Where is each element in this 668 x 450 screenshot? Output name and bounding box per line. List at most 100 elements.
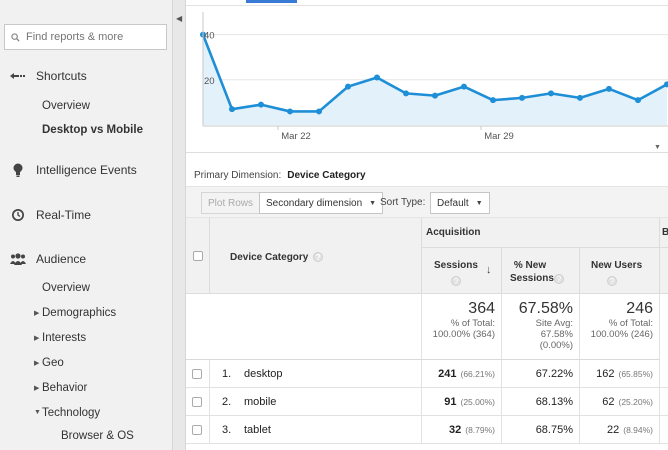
primary-dimension-value[interactable]: Device Category <box>287 170 366 181</box>
nav-intelligence-events[interactable]: Intelligence Events <box>0 160 172 180</box>
row-new-users-pct: (65.85%) <box>618 369 654 379</box>
new-users-header-label: New Users <box>591 260 643 271</box>
table-row[interactable]: 1. desktop 241 (66.21%) 67.22% 162 (65.85%… <box>186 360 668 388</box>
nav-real-time[interactable]: Real-Time <box>0 205 172 225</box>
audience-section: Audience Overview ▶ Demographics ▶ Interes… <box>0 249 172 447</box>
chevron-down-icon[interactable]: ▼ <box>654 144 661 151</box>
select-all-checkbox[interactable] <box>193 251 203 261</box>
new-users-total-line2: 100.00% (246) <box>590 329 653 340</box>
search-icon <box>11 32 20 42</box>
nav-shortcuts-overview[interactable]: Overview <box>42 100 90 112</box>
dimension-header-label: Device Category <box>230 252 309 263</box>
plot-rows-button[interactable]: Plot Rows <box>201 192 261 214</box>
nav-interests[interactable]: ▶ Interests <box>0 325 172 350</box>
sessions-header-label: Sessions <box>434 260 478 271</box>
row-sessions: 91 <box>444 396 457 408</box>
secondary-dimension-dropdown[interactable]: Secondary dimension ▼ <box>259 192 384 214</box>
sessions-total-value: 364 <box>468 300 495 317</box>
chevron-left-icon: ◀ <box>176 14 183 23</box>
row-device-link[interactable]: tablet <box>244 424 271 436</box>
table-row[interactable]: 3. tablet 32 (8.79%) 68.75% 22 (8.94%) <box>186 416 668 444</box>
nav-audience-overview[interactable]: Overview <box>42 281 90 294</box>
sidebar: Shortcuts Overview Desktop vs Mobile Int… <box>0 0 172 450</box>
sidebar-collapse-handle[interactable]: ◀ <box>172 0 186 450</box>
caret-down-icon: ▼ <box>369 199 377 207</box>
nav-geo-label: Geo <box>42 356 64 369</box>
row-checkbox[interactable] <box>192 369 202 379</box>
nav-technology[interactable]: ▼ Technology <box>0 400 172 425</box>
caret-down-icon: ▼ <box>475 199 483 207</box>
expand-icon: ▶ <box>34 334 40 342</box>
data-point <box>606 85 612 92</box>
row-new-users: 162 <box>596 368 615 380</box>
row-sessions-pct: (66.21%) <box>460 369 496 379</box>
primary-dimension: Primary Dimension: Device Category <box>194 170 366 181</box>
arrow-down-icon[interactable]: ↓ <box>486 264 492 276</box>
data-point <box>403 90 409 97</box>
row-sessions: 32 <box>448 424 462 436</box>
data-point <box>374 74 380 81</box>
totals-label-cell <box>186 294 422 360</box>
data-point <box>316 108 322 115</box>
dimension-header[interactable]: Device Category? <box>210 218 422 294</box>
y-tick-label: 20 <box>204 76 215 87</box>
nav-demographics[interactable]: ▶ Demographics <box>0 300 172 325</box>
nav-audience[interactable]: Audience <box>0 249 172 269</box>
primary-dimension-label: Primary Dimension: <box>194 170 282 181</box>
nav-demographics-label: Demographics <box>42 306 117 319</box>
expand-icon: ▶ <box>34 384 40 392</box>
row-device-link[interactable]: mobile <box>244 396 277 408</box>
new-sessions-column-header[interactable]: % New Sessions ? <box>502 248 580 294</box>
data-point <box>461 83 467 90</box>
nav-geo[interactable]: ▶ Geo <box>0 350 172 375</box>
help-icon[interactable]: ? <box>313 252 324 263</box>
row-sessions-pct: (25.00%) <box>460 397 496 407</box>
row-checkbox[interactable] <box>192 397 202 407</box>
sort-type-dropdown[interactable]: Default ▼ <box>430 192 490 214</box>
help-icon[interactable]: ? <box>554 274 564 284</box>
select-all-cell <box>186 218 210 294</box>
new-users-total: 246 % of Total: 100.00% (246) <box>580 294 660 360</box>
search-field[interactable] <box>4 24 167 50</box>
intelligence-section: Intelligence Events <box>0 160 172 180</box>
x-tick-label: Mar 29 <box>484 131 514 142</box>
people-icon <box>0 253 36 265</box>
data-point <box>664 81 668 88</box>
row-new-sessions: 68.13% <box>535 396 573 408</box>
row-checkbox[interactable] <box>192 425 202 435</box>
sessions-column-header[interactable]: Sessions ? ↓ <box>422 248 502 294</box>
secondary-dimension-label: Secondary dimension <box>266 197 363 209</box>
data-point <box>519 94 525 101</box>
search-input[interactable] <box>26 31 156 43</box>
row-new-users-pct: (25.20%) <box>618 397 654 407</box>
divider <box>186 152 668 153</box>
series-area <box>203 34 667 125</box>
row-new-users: 22 <box>606 424 620 436</box>
help-icon[interactable]: ? <box>451 276 461 286</box>
sort-type-value: Default <box>437 197 469 209</box>
row-new-sessions: 67.22% <box>535 368 573 380</box>
table-row[interactable]: 2. mobile 91 (25.00%) 68.13% 62 (25.20%) <box>186 388 668 416</box>
sessions-chart: 40 20 Mar 22 Mar 29 <box>200 12 668 142</box>
data-point <box>345 83 351 90</box>
nav-behavior[interactable]: ▶ Behavior <box>0 375 172 400</box>
y-tick-label: 40 <box>204 31 215 42</box>
sessions-total-line1: % of Total: <box>450 318 495 329</box>
row-device-link[interactable]: desktop <box>244 368 283 380</box>
cut-column-header <box>660 248 668 294</box>
acquisition-group-header: Acquisition <box>422 218 660 248</box>
new-users-column-header[interactable]: New Users ? <box>580 248 660 294</box>
active-tab-indicator <box>246 0 297 3</box>
data-point <box>548 90 554 97</box>
acquisition-label: Acquisition <box>426 227 481 238</box>
row-new-users: 62 <box>602 396 615 408</box>
sort-type-label: Sort Type: <box>380 197 426 208</box>
nav-intelligence-label: Intelligence Events <box>36 163 137 177</box>
nav-audience-label: Audience <box>36 252 87 266</box>
help-icon[interactable]: ? <box>607 276 617 286</box>
nav-browser-os[interactable]: Browser & OS <box>61 430 134 442</box>
data-point <box>287 108 293 115</box>
shortcuts-section: Shortcuts Overview Desktop vs Mobile <box>0 66 172 142</box>
nav-shortcuts[interactable]: Shortcuts <box>0 66 172 86</box>
nav-desktop-vs-mobile[interactable]: Desktop vs Mobile <box>42 124 143 136</box>
